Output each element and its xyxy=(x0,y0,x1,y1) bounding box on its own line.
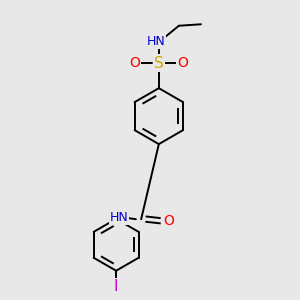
Text: S: S xyxy=(154,56,164,70)
Text: HN: HN xyxy=(146,35,165,48)
Text: O: O xyxy=(178,56,188,70)
Text: I: I xyxy=(114,279,118,294)
Text: HN: HN xyxy=(110,211,128,224)
Text: O: O xyxy=(163,214,174,228)
Text: O: O xyxy=(129,56,140,70)
